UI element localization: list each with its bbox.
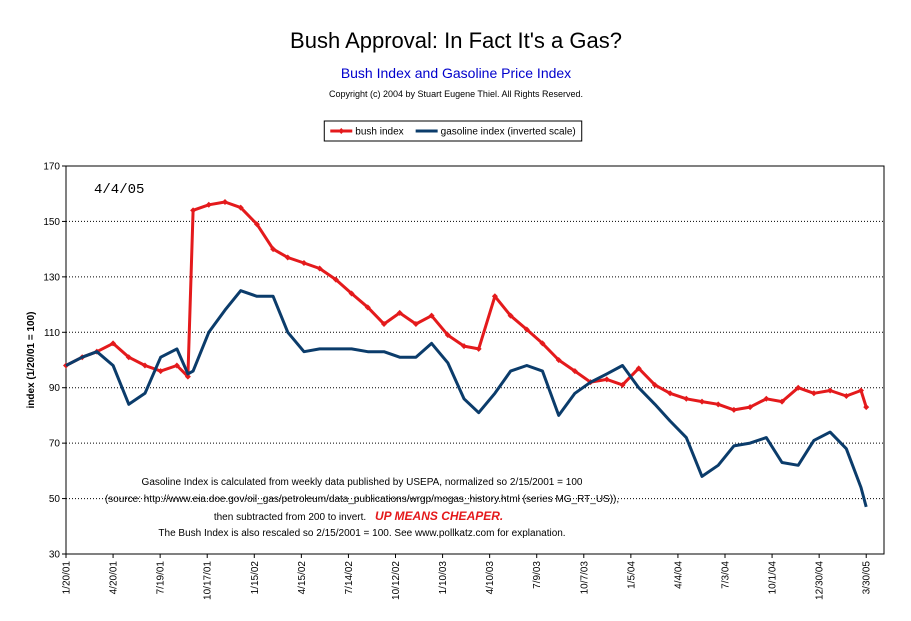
- note-line: then subtracted from 200 to invert.: [214, 512, 366, 523]
- legend-label: gasoline index (inverted scale): [441, 127, 576, 138]
- legend: bush index gasoline index (inverted scale…: [323, 120, 583, 142]
- point-marker: [827, 387, 834, 394]
- note-line: (source: http://www.eia.doe.gov/oil_gas/…: [105, 494, 619, 505]
- point-marker: [237, 204, 244, 211]
- point-marker: [316, 265, 323, 272]
- point-marker: [348, 290, 355, 297]
- legend-box: [323, 120, 583, 142]
- x-tick-label: 10/12/02: [391, 561, 402, 600]
- point-marker: [843, 393, 850, 400]
- x-tick-label: 4/15/02: [297, 561, 308, 595]
- point-marker: [300, 260, 307, 266]
- point-marker: [428, 312, 435, 319]
- x-tick-label: 10/17/01: [203, 561, 214, 600]
- y-tick-label: 90: [49, 383, 61, 394]
- point-marker: [184, 373, 191, 380]
- copyright: Copyright (c) 2004 by Stuart Eugene Thie…: [329, 89, 583, 99]
- note-emphasis: UP MEANS CHEAPER.: [375, 509, 503, 523]
- point-marker: [284, 254, 291, 261]
- x-tick-label: 4/4/04: [673, 561, 684, 589]
- point-marker: [698, 398, 705, 405]
- point-marker: [461, 343, 468, 350]
- legend-marker: [338, 128, 345, 134]
- chart-subtitle: Bush Index and Gasoline Price Index: [341, 65, 571, 81]
- y-tick-label: 170: [43, 162, 60, 173]
- x-tick-label: 3/30/05: [862, 561, 873, 595]
- x-tick-label: 10/7/03: [579, 561, 590, 595]
- notes: Gasoline Index is calculated from weekly…: [105, 477, 619, 539]
- point-marker: [221, 199, 228, 206]
- point-marker: [683, 395, 690, 402]
- point-marker: [763, 395, 770, 402]
- y-axis-label: index (1/20/01 = 100): [26, 311, 37, 408]
- point-marker: [507, 312, 514, 319]
- point-marker: [475, 345, 482, 352]
- point-marker: [715, 401, 722, 408]
- point-marker: [539, 340, 546, 347]
- y-tick-label: 50: [49, 494, 61, 505]
- point-marker: [863, 404, 870, 411]
- point-marker: [810, 390, 817, 397]
- x-tick-label: 1/5/04: [626, 561, 637, 589]
- note-line: The Bush Index is also rescaled so 2/15/…: [158, 528, 565, 539]
- point-marker: [730, 406, 737, 413]
- point-marker: [141, 362, 148, 369]
- point-marker: [857, 387, 864, 394]
- point-marker: [747, 404, 754, 411]
- point-marker: [125, 354, 132, 361]
- point-marker: [190, 207, 197, 214]
- y-tick-label: 110: [44, 328, 60, 339]
- point-marker: [444, 332, 451, 339]
- point-marker: [795, 384, 802, 391]
- legend-label: bush index: [355, 127, 403, 138]
- note-line: Gasoline Index is calculated from weekly…: [142, 477, 583, 488]
- point-marker: [205, 201, 212, 208]
- point-marker: [651, 381, 658, 388]
- x-tick-label: 12/30/04: [815, 561, 826, 600]
- x-tick-label: 7/19/01: [156, 561, 167, 595]
- x-tick-label: 1/10/03: [438, 561, 449, 595]
- point-marker: [396, 309, 403, 316]
- x-tick-label: 7/14/02: [344, 561, 355, 595]
- date-note: 4/4/05: [94, 182, 144, 198]
- y-tick-label: 130: [43, 272, 60, 283]
- point-marker: [523, 326, 530, 333]
- point-marker: [253, 221, 260, 228]
- point-marker: [173, 362, 180, 369]
- point-marker: [332, 276, 339, 283]
- chart-title: Bush Approval: In Fact It's a Gas?: [290, 28, 622, 53]
- x-tick-label: 4/20/01: [109, 561, 120, 595]
- series-line: [65, 200, 868, 412]
- point-marker: [667, 390, 674, 397]
- point-marker: [157, 368, 164, 375]
- point-marker: [380, 320, 387, 327]
- point-marker: [110, 340, 117, 347]
- point-marker: [491, 293, 498, 300]
- point-marker: [619, 381, 626, 388]
- x-tick-label: 10/1/04: [768, 561, 779, 595]
- point-marker: [364, 304, 371, 311]
- y-tick-label: 30: [49, 550, 61, 561]
- x-tick-label: 4/10/03: [485, 561, 496, 595]
- series-line: [65, 289, 868, 508]
- point-marker: [412, 320, 419, 327]
- x-tick-label: 1/15/02: [250, 561, 261, 595]
- point-marker: [270, 246, 277, 253]
- x-tick-label: 7/9/03: [532, 561, 543, 589]
- point-marker: [779, 398, 786, 405]
- point-marker: [555, 357, 562, 363]
- x-tick-label: 7/3/04: [721, 561, 732, 589]
- plot-frame: [65, 165, 885, 555]
- y-tick-label: 150: [43, 217, 60, 228]
- x-tick-label: 1/20/01: [62, 561, 73, 595]
- point-marker: [571, 368, 578, 375]
- point-marker: [603, 376, 610, 383]
- point-marker: [635, 365, 642, 372]
- y-tick-label: 70: [49, 439, 61, 450]
